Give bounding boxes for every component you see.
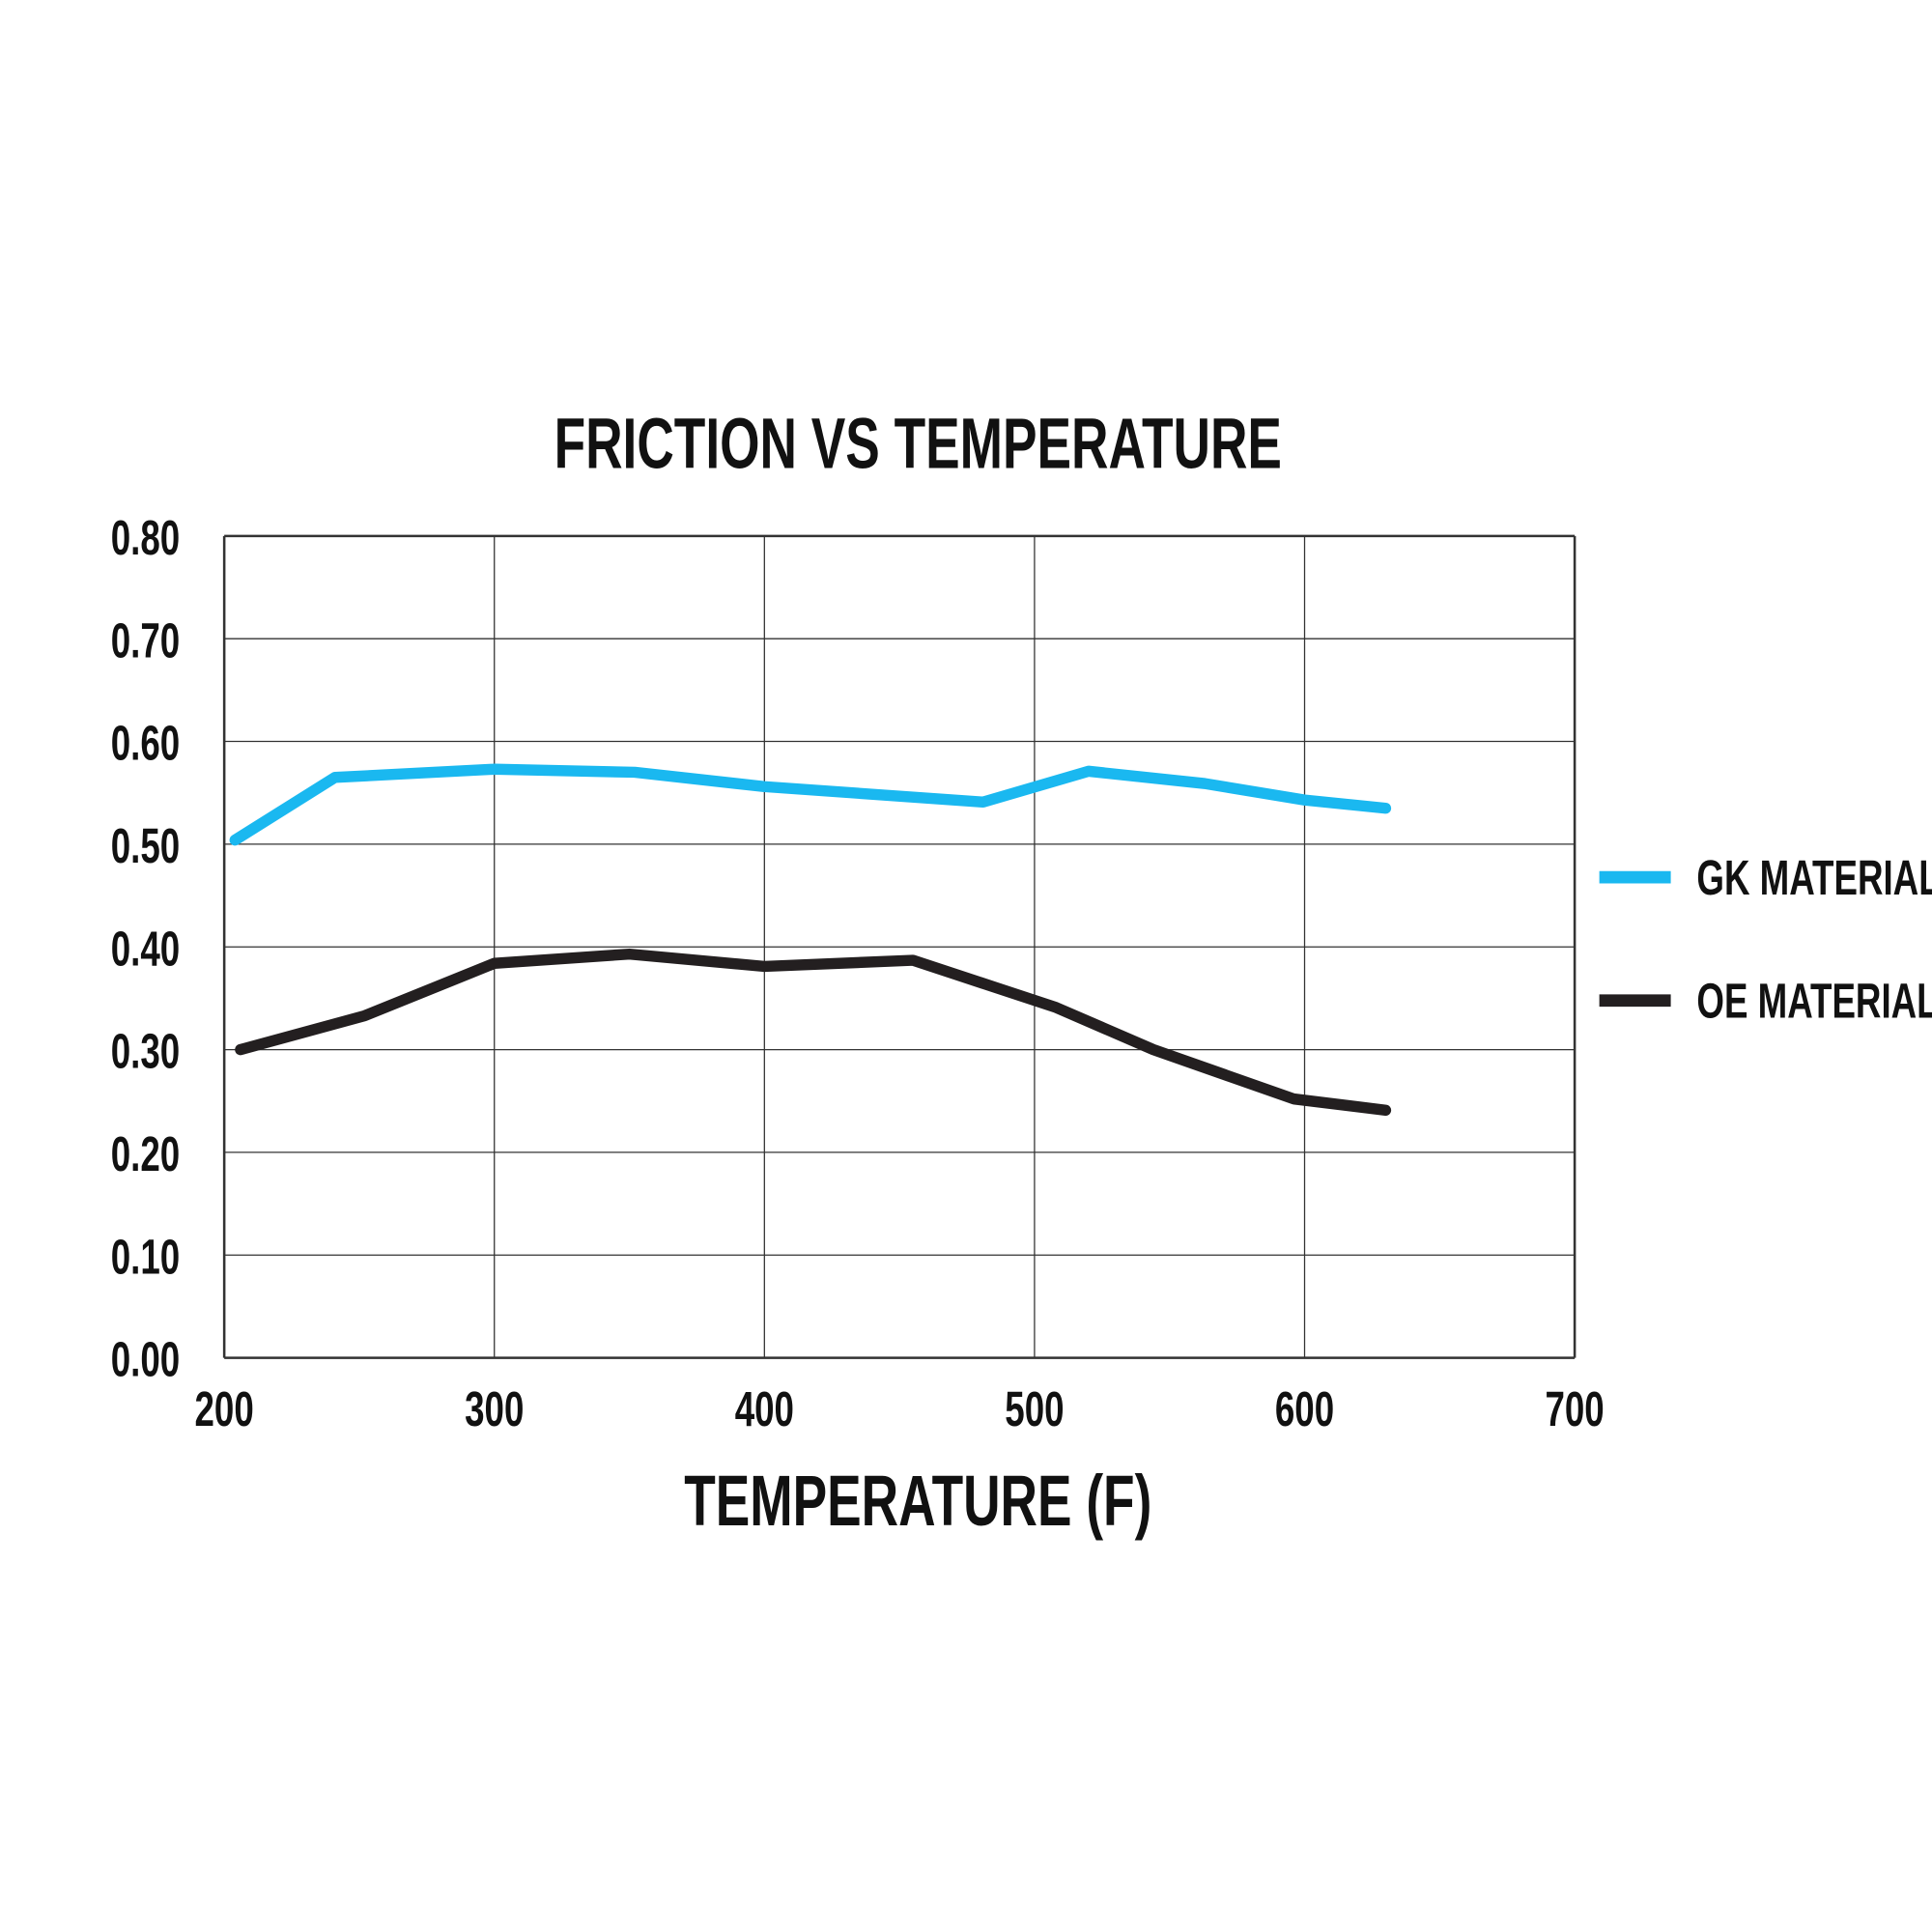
y-tick-label: 0.10 <box>111 1231 180 1285</box>
x-tick: 300 <box>465 1382 524 1436</box>
x-tick-label: 600 <box>1275 1382 1334 1436</box>
x-tick-label: 200 <box>195 1382 254 1436</box>
legend-label: OE MATERIAL <box>1696 975 1932 1029</box>
y-tick: 0.50 <box>111 819 180 873</box>
x-tick: 400 <box>735 1382 794 1436</box>
x-tick: 600 <box>1275 1382 1334 1436</box>
y-tick: 0.00 <box>111 1333 180 1387</box>
x-tick-label: 400 <box>735 1382 794 1436</box>
y-tick: 0.10 <box>111 1231 180 1285</box>
y-tick-label: 0.30 <box>111 1025 180 1079</box>
y-tick: 0.80 <box>111 511 180 565</box>
legend-entry: GK MATERIAL <box>1696 851 1932 905</box>
y-tick: 0.20 <box>111 1127 180 1181</box>
y-tick: 0.40 <box>111 923 180 977</box>
x-axis-label: TEMPERATURE (F) <box>684 1462 1151 1542</box>
legend-label: GK MATERIAL <box>1696 851 1932 905</box>
legend-entry: OE MATERIAL <box>1696 975 1932 1029</box>
chart-title: FRICTION VS TEMPERATURE <box>554 404 1282 484</box>
y-tick-label: 0.00 <box>111 1333 180 1387</box>
y-tick-label: 0.80 <box>111 511 180 565</box>
y-tick: 0.30 <box>111 1025 180 1079</box>
x-tick-label: 500 <box>1005 1382 1064 1436</box>
series-line-gk-material <box>229 763 1392 846</box>
y-tick-label: 0.20 <box>111 1127 180 1181</box>
y-tick-label: 0.70 <box>111 614 180 668</box>
x-tick: 500 <box>1005 1382 1064 1436</box>
y-tick-label: 0.40 <box>111 923 180 977</box>
y-tick-label: 0.60 <box>111 717 180 771</box>
y-tick-label: 0.50 <box>111 819 180 873</box>
x-tick-label: 300 <box>465 1382 524 1436</box>
series-line-oe-material <box>235 948 1392 1117</box>
x-tick: 200 <box>195 1382 254 1436</box>
x-tick: 700 <box>1545 1382 1604 1436</box>
x-tick-label: 700 <box>1545 1382 1604 1436</box>
y-tick: 0.60 <box>111 717 180 771</box>
y-tick: 0.70 <box>111 614 180 668</box>
